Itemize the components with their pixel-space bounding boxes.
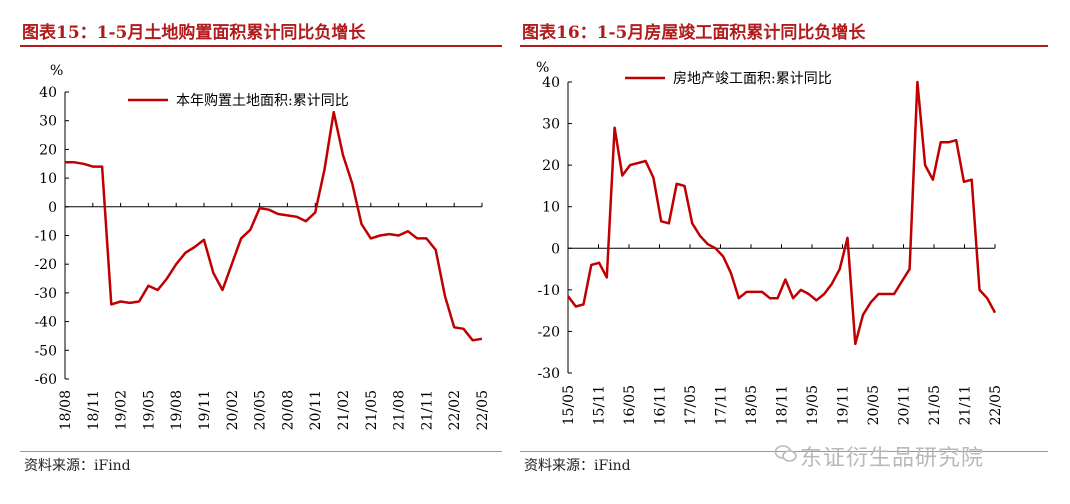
chart0-x-tick-label: 21/02 [336,390,352,430]
chart1-x-tick-label: 15/11 [592,385,608,425]
chart1-plot: 40 30 20 10 0 -10 -20 -30 -40 -50 -60% 18/08 18/11 19… [34,63,491,430]
chart1-y-tick-label: 40 [542,75,560,91]
chart1-x-tick-label: 21/11 [958,385,974,425]
chart0-series-line-0 [65,110,483,342]
chart0-y-tick-label: -20 [34,257,57,273]
chart2-source: 资料来源：iFind [524,458,631,474]
chart0-y-tick-label: 30 [39,114,57,130]
chart0-x-tick-label: 21/05 [364,390,380,430]
chart2-title: 图表16：1-5月房屋竣工面积累计同比负增长 [522,23,866,43]
chart1-y-tick-label: 10 [542,200,560,216]
chart1-x-tick-label: 22/05 [988,385,1004,425]
chart0-x-tick-label: 22/05 [475,390,491,430]
chart1-bottom-rule [20,451,502,452]
chart1-source: 资料来源：iFind [24,458,131,474]
chart1-y-tick-label: -30 [537,366,560,382]
chart0-y-tick-label: 40 [39,85,57,101]
chart0-x-tick-label: 20/08 [280,390,296,430]
chart0-x-tick-label: 18/08 [58,390,74,430]
chart0-y-tick-label: 0 [48,200,57,216]
chart1-x-tick-label: 18/11 [775,385,791,425]
chart1-x-tick-label: 20/11 [897,385,913,425]
watermark-text: 东证衍生品研究院 [800,446,985,471]
chart0-x-tick-label: 22/02 [447,390,463,430]
chart1-y-tick-label: 20 [542,158,560,174]
wechat-icon [775,445,797,462]
chart0-x-tick-label: 19/02 [114,390,130,430]
chart0-y-tick-label: -30 [34,286,57,302]
chart0-legend-label: 本年购置土地面积:累计同比 [176,93,349,109]
chart0-y-tick-label: 20 [39,142,57,158]
chart1-x-tick-label: 15/05 [561,385,577,425]
chart1-x-tick-label: 17/05 [683,385,699,425]
chart1-x-tick-label: 17/11 [714,385,730,425]
chart0-x-tick-label: 19/05 [141,390,157,430]
chart1-y-tick-label: -10 [537,283,560,299]
chart1-x-tick-label: 18/05 [744,385,760,425]
chart1-x-tick-label: 19/05 [805,385,821,425]
chart1-title-rule [20,45,502,47]
chart1-x-tick-label: 20/05 [866,385,882,425]
chart0-unit-label: % [50,63,63,79]
chart0-y-tick-label: -50 [34,343,57,359]
chart0-x-tick-label: 18/11 [86,390,102,430]
chart1-y-tick-label: 0 [551,241,560,257]
chart2-plot: 40 30 20 10 0 -10 -20 -30% 15/05 15/11 16/05 16/11 1… [536,60,1004,425]
chart0-x-tick-label: 20/11 [308,390,324,430]
chart2-title-rule [520,45,1048,47]
chart0-x-tick-label: 19/11 [197,390,213,430]
chart0-x-tick-label: 19/08 [169,390,185,430]
chart1-legend-label: 房地产竣工面积:累计同比 [673,71,832,87]
chart0-x-tick-label: 21/11 [419,390,435,430]
chart0-x-tick-label: 20/05 [253,390,269,430]
chart1-x-tick-label: 21/05 [927,385,943,425]
chart0-x-tick-label: 20/02 [225,390,241,430]
chart0-y-tick-label: 10 [39,171,57,187]
chart1-unit-label: % [536,60,549,76]
chart0-y-tick-label: -10 [34,229,57,245]
chart1-x-tick-label: 19/11 [836,385,852,425]
chart1-y-tick-label: 30 [542,117,560,133]
chart0-y-tick-label: -60 [34,372,57,388]
chart1-series-line-0 [567,80,997,346]
chart0-x-tick-label: 21/08 [392,390,408,430]
chart1-title: 图表15：1-5月土地购置面积累计同比负增长 [22,23,366,43]
chart2-bottom-rule [520,451,1048,452]
chart1-x-tick-label: 16/11 [653,385,669,425]
chart1-y-tick-label: -20 [537,324,560,340]
chart0-y-tick-label: -40 [34,315,57,331]
chart1-x-tick-label: 16/05 [622,385,638,425]
